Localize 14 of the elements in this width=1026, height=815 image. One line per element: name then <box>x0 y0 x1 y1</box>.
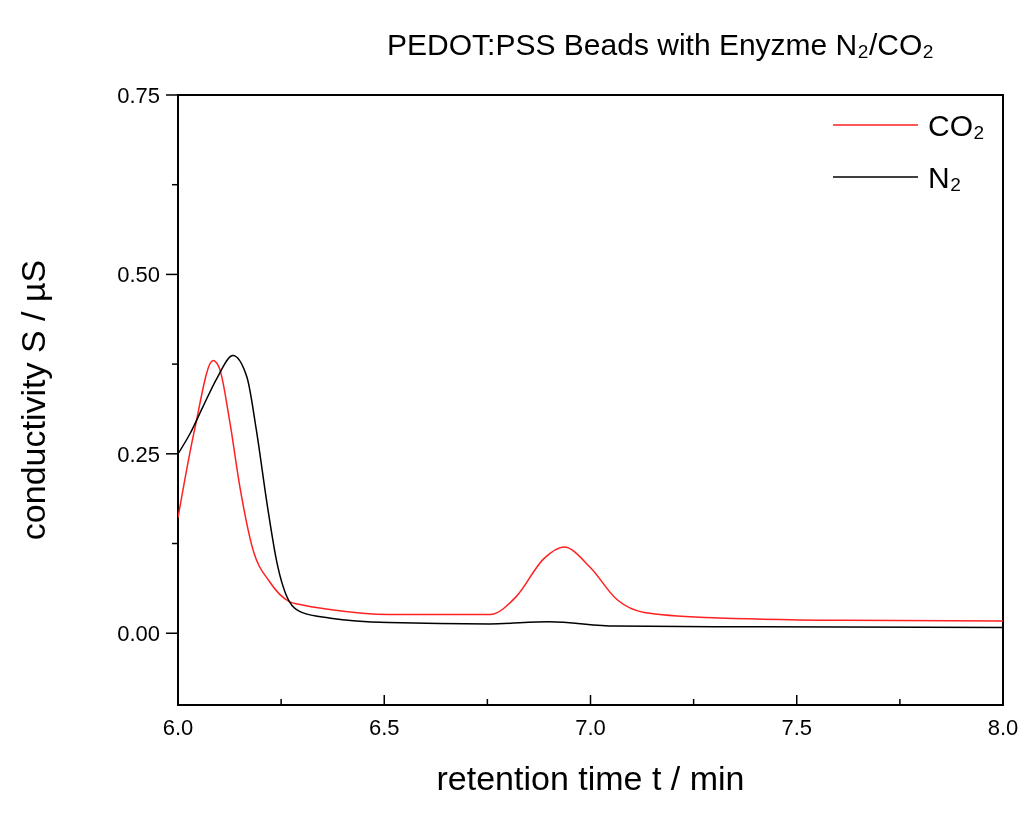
x-tick-label: 7.0 <box>575 715 606 740</box>
x-tick-label: 7.5 <box>781 715 813 740</box>
legend-label: N₂ <box>928 161 962 194</box>
y-tick-label: 0.00 <box>117 621 160 647</box>
x-axis-title: retention time t / min <box>436 759 745 797</box>
x-tick-label: 8.0 <box>987 715 1019 740</box>
y-tick-label: 0.50 <box>117 262 160 288</box>
y-tick-label: 0.25 <box>117 441 160 467</box>
x-tick-label: 6.0 <box>162 715 194 740</box>
chart-title: PEDOT:PSS Beads with Enyzme N₂/CO₂ <box>387 28 934 61</box>
y-tick-label: 0.75 <box>117 83 160 108</box>
y-axis-title: conductivity S / µS <box>14 259 52 541</box>
legend-label: CO₂ <box>928 109 985 142</box>
x-tick-label: 6.5 <box>368 715 400 740</box>
